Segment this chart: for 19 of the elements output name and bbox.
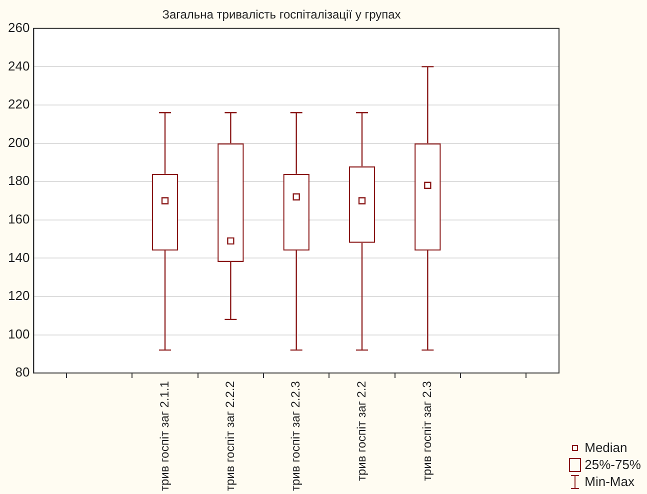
text: 25%-75% <box>584 456 641 473</box>
x-tick-label: трив госпіт заг 2.2.2 <box>222 380 237 492</box>
text: Median <box>584 439 628 456</box>
y-tick-label: 180 <box>8 173 30 188</box>
y-tick-label: 260 <box>8 20 30 35</box>
y-tick-label: 160 <box>8 211 30 226</box>
y-tick-label: 240 <box>8 58 30 74</box>
y-tick-label: 220 <box>8 96 30 112</box>
x-tick-label: трив госпіт заг 2.2.3 <box>288 380 303 492</box>
text: Min-Max <box>584 473 634 490</box>
x-tick-label: трив госпіт заг 2.1.1 <box>157 380 172 492</box>
y-tick-label: 140 <box>8 250 30 265</box>
y-tick-label: 200 <box>8 134 30 150</box>
y-tick-label: 120 <box>8 288 30 304</box>
y-tick-label: 100 <box>8 326 30 342</box>
x-tick-label: трив госпіт заг 2.2 <box>354 380 368 481</box>
y-tick-label: 80 <box>15 364 30 380</box>
chart-title: Загальна тривалість госпіталізації у групах <box>162 8 401 22</box>
x-tick-label: трив госпіт заг 2.3 <box>420 380 434 481</box>
